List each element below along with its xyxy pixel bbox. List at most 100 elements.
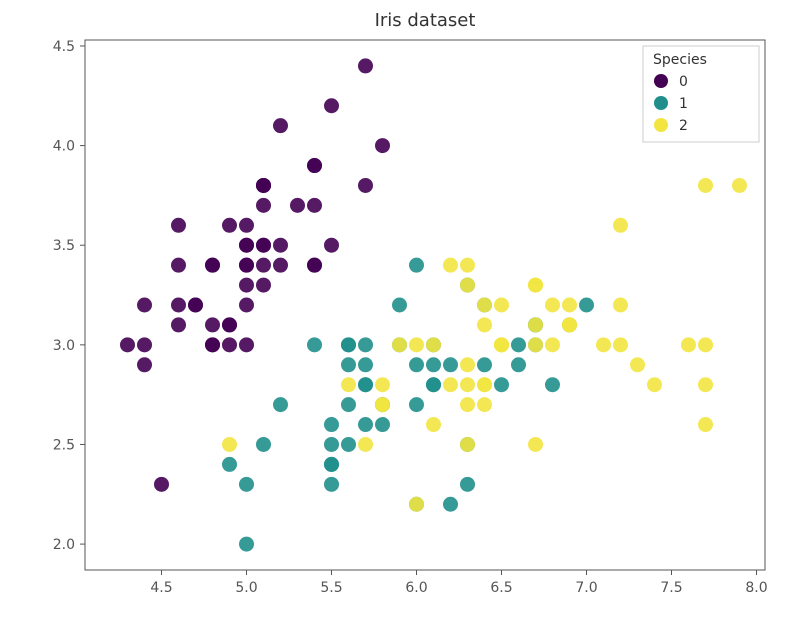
data-point-series-1 [545,377,560,392]
data-point-series-2 [494,337,509,352]
legend-swatch-0 [654,74,668,88]
x-tick-label: 7.5 [660,580,682,596]
data-point-series-2 [460,397,475,412]
data-point-series-2 [545,337,560,352]
data-point-series-0 [307,158,322,173]
data-point-series-1 [324,477,339,492]
y-tick-label: 4.0 [53,139,75,155]
data-point-series-0 [358,58,373,73]
data-point-series-2 [443,377,458,392]
chart-svg: 4.55.05.56.06.57.07.58.02.02.53.03.54.04… [0,0,800,620]
data-point-series-0 [171,258,186,273]
data-point-series-1 [443,497,458,512]
data-point-series-2 [562,317,577,332]
data-point-series-0 [273,118,288,133]
data-point-series-2 [460,278,475,293]
data-point-series-2 [528,337,543,352]
data-point-series-0 [222,337,237,352]
data-point-series-1 [409,397,424,412]
data-point-series-0 [137,298,152,313]
data-point-series-2 [681,337,696,352]
data-point-series-0 [273,258,288,273]
data-point-series-0 [137,357,152,372]
data-point-series-1 [341,397,356,412]
data-point-series-1 [324,457,339,472]
data-point-series-0 [273,238,288,253]
data-point-series-1 [341,437,356,452]
data-point-series-1 [477,357,492,372]
data-point-series-1 [392,298,407,313]
data-point-series-1 [409,258,424,273]
data-point-series-2 [613,218,628,233]
data-point-series-2 [698,337,713,352]
legend-swatch-1 [654,96,668,110]
data-point-series-2 [545,298,560,313]
data-point-series-2 [477,317,492,332]
data-point-series-0 [205,258,220,273]
data-point-series-2 [375,397,390,412]
data-point-series-0 [171,218,186,233]
data-point-series-2 [528,317,543,332]
data-point-series-2 [460,437,475,452]
data-point-series-1 [239,537,254,552]
data-point-series-1 [358,417,373,432]
data-point-series-2 [409,337,424,352]
data-point-series-2 [596,337,611,352]
data-point-series-1 [256,437,271,452]
data-point-series-0 [256,198,271,213]
data-point-series-2 [630,357,645,372]
data-point-series-1 [341,357,356,372]
data-point-series-2 [698,417,713,432]
data-point-series-2 [477,298,492,313]
y-tick-label: 4.5 [53,39,75,55]
data-point-series-1 [324,417,339,432]
data-point-series-0 [324,238,339,253]
y-tick-label: 3.5 [53,238,75,254]
data-point-series-2 [562,298,577,313]
data-point-series-2 [358,437,373,452]
legend: Species012 [643,46,759,142]
legend-label-0: 0 [679,74,688,90]
data-point-series-0 [171,317,186,332]
data-point-series-1 [239,477,254,492]
data-point-series-2 [528,278,543,293]
data-point-series-0 [188,298,203,313]
data-point-series-2 [494,298,509,313]
data-point-series-2 [698,377,713,392]
data-point-series-1 [511,357,526,372]
data-point-series-1 [324,437,339,452]
data-point-series-1 [511,337,526,352]
data-point-series-0 [120,337,135,352]
data-point-series-0 [239,218,254,233]
data-point-series-0 [222,317,237,332]
data-point-series-0 [239,278,254,293]
x-tick-label: 6.0 [405,580,427,596]
data-point-series-1 [375,417,390,432]
data-point-series-0 [239,298,254,313]
data-point-series-1 [358,357,373,372]
data-point-series-2 [443,258,458,273]
data-point-series-0 [375,138,390,153]
data-point-series-0 [205,317,220,332]
x-tick-label: 8.0 [745,580,767,596]
data-point-series-1 [409,357,424,372]
x-tick-label: 5.0 [235,580,257,596]
data-point-series-2 [426,417,441,432]
data-point-series-2 [409,497,424,512]
data-point-series-1 [426,357,441,372]
data-point-series-2 [460,377,475,392]
x-tick-label: 5.5 [320,580,342,596]
data-point-series-0 [290,198,305,213]
data-point-series-1 [494,377,509,392]
data-point-series-2 [375,377,390,392]
data-point-series-1 [358,377,373,392]
data-point-series-0 [256,238,271,253]
data-point-series-1 [460,477,475,492]
data-point-series-2 [341,377,356,392]
data-point-series-1 [358,337,373,352]
data-point-series-0 [222,218,237,233]
legend-swatch-2 [654,118,668,132]
data-point-series-2 [732,178,747,193]
chart-title: Iris dataset [375,10,476,31]
data-point-series-1 [273,397,288,412]
